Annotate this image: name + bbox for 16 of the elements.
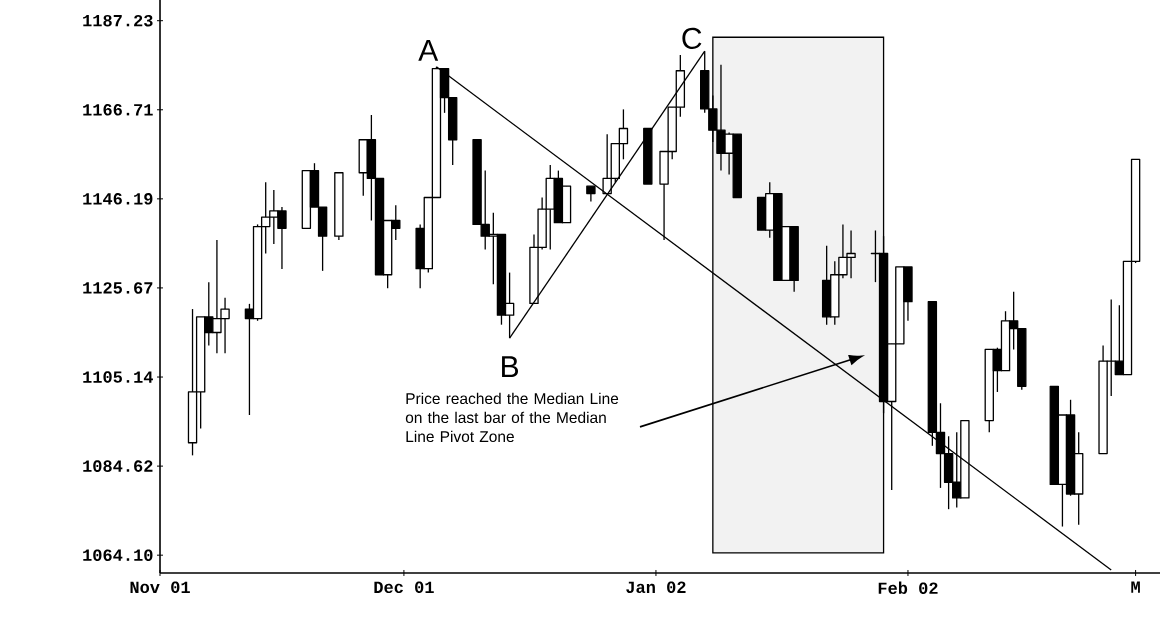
annotation: Price reached the Median Line on the last bar of the Median Line Pivot Zone [405,392,619,443]
x-tick-label: Dec 01 [374,581,434,594]
annotation: C [682,27,702,50]
y-tick-label: 1146.19 [83,193,153,205]
x-tick-label: Nov 01 [130,581,190,594]
y-tick-label: 1084.62 [83,460,153,472]
y-tick-label: 1105.14 [83,371,153,383]
y-tick-label: 1166.71 [83,104,153,116]
x-tick-label: Jan 02 [626,581,686,594]
y-tick-label: 1125.67 [83,282,153,294]
y-tick-label: 1187.23 [83,14,153,27]
annotation: B [502,356,519,377]
y-tick-label: 1064.10 [83,549,153,561]
annotation: A [418,40,439,61]
x-tick-label: M [1131,581,1140,593]
x-tick-label: Feb 02 [878,581,938,595]
